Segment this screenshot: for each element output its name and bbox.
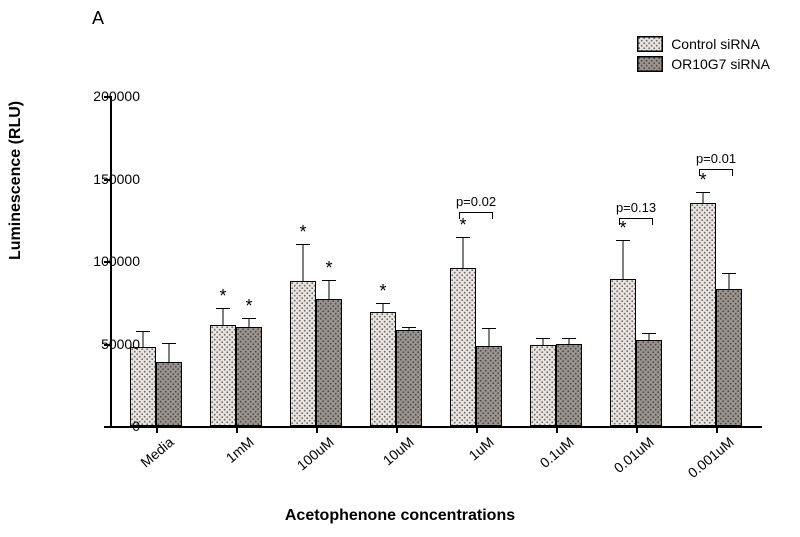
x-category-label: 1uM [459, 426, 497, 463]
error-bar [303, 245, 304, 281]
bar-group: 10uM* [370, 96, 422, 426]
error-cap [242, 318, 256, 319]
bar [396, 330, 422, 426]
error-cap [536, 338, 550, 339]
panel-label: A [92, 8, 104, 29]
bar-group: 0.1uM [530, 96, 582, 426]
chart-container: A Control siRNA OR10G7 siRNA Luminescence… [0, 0, 800, 537]
bar [636, 340, 662, 426]
bar [556, 344, 582, 427]
bar [156, 362, 182, 426]
significance-star: * [699, 170, 706, 191]
bar [530, 345, 556, 426]
x-category-label: 10uM [373, 426, 417, 468]
error-cap [562, 338, 576, 339]
error-cap [642, 333, 656, 334]
bar [236, 327, 262, 426]
significance-star: * [245, 296, 252, 317]
comparison-bracket [619, 218, 653, 219]
error-bar [623, 241, 624, 279]
error-bar [569, 339, 570, 344]
legend-item: OR10G7 siRNA [637, 56, 770, 72]
error-bar [463, 238, 464, 268]
error-cap [296, 244, 310, 245]
bar [290, 281, 316, 426]
bar-group: 0.01uM* [610, 96, 662, 426]
legend-label: OR10G7 siRNA [671, 56, 770, 72]
y-tick-label: 100000 [70, 253, 140, 269]
significance-star: * [325, 258, 332, 279]
bar [690, 203, 716, 426]
error-bar [143, 332, 144, 347]
bar-group: 1mM** [210, 96, 262, 426]
error-bar [409, 328, 410, 330]
significance-star: * [299, 222, 306, 243]
bar [610, 279, 636, 426]
comparison-bracket [459, 212, 493, 213]
error-bar [169, 344, 170, 362]
error-cap [402, 327, 416, 328]
error-cap [616, 240, 630, 241]
bar [210, 325, 236, 426]
error-cap [162, 343, 176, 344]
y-axis-title: Luminescence (RLU) [7, 101, 25, 260]
bar [316, 299, 342, 426]
error-cap [482, 328, 496, 329]
error-bar [729, 274, 730, 289]
legend-label: Control siRNA [671, 36, 760, 52]
error-cap [376, 303, 390, 304]
plot-area: Media1mM**100uM**10uM*1uM*0.1uM0.01uM*0.… [110, 96, 762, 428]
error-bar [249, 319, 250, 327]
bar [450, 268, 476, 426]
error-bar [383, 304, 384, 312]
x-category-label: 100uM [287, 426, 337, 473]
error-bar [329, 281, 330, 299]
significance-star: * [219, 286, 226, 307]
x-category-label: 1mM [216, 426, 257, 466]
y-tick-label: 0 [70, 418, 140, 434]
x-axis-title: Acetophenone concentrations [0, 507, 800, 525]
p-value-label: p=0.13 [616, 200, 656, 215]
legend: Control siRNA OR10G7 siRNA [637, 36, 770, 76]
significance-star: * [619, 218, 626, 239]
error-cap [456, 237, 470, 238]
error-bar [649, 334, 650, 340]
legend-item: Control siRNA [637, 36, 770, 52]
y-tick-label: 200000 [70, 88, 140, 104]
y-tick-label: 50000 [70, 336, 140, 352]
error-cap [696, 192, 710, 193]
error-cap [216, 308, 230, 309]
error-bar [703, 193, 704, 203]
error-bar [543, 339, 544, 346]
error-bar [489, 329, 490, 346]
x-category-label: 0.01uM [604, 426, 656, 476]
p-value-label: p=0.01 [696, 151, 736, 166]
significance-star: * [459, 215, 466, 236]
legend-swatch [637, 36, 663, 52]
error-cap [322, 280, 336, 281]
error-bar [223, 309, 224, 326]
error-cap [136, 331, 150, 332]
p-value-label: p=0.02 [456, 194, 496, 209]
bar [130, 347, 156, 426]
bar [370, 312, 396, 426]
comparison-bracket [699, 169, 733, 170]
x-category-label: 0.001uM [678, 426, 736, 481]
bar-group: 1uM* [450, 96, 502, 426]
bar [716, 289, 742, 426]
legend-swatch [637, 56, 663, 72]
significance-star: * [379, 281, 386, 302]
y-tick-label: 150000 [70, 171, 140, 187]
x-category-label: 0.1uM [530, 426, 577, 471]
bar-group: 0.001uM* [690, 96, 742, 426]
bar [476, 346, 502, 426]
bar-group: 100uM** [290, 96, 342, 426]
error-cap [722, 273, 736, 274]
